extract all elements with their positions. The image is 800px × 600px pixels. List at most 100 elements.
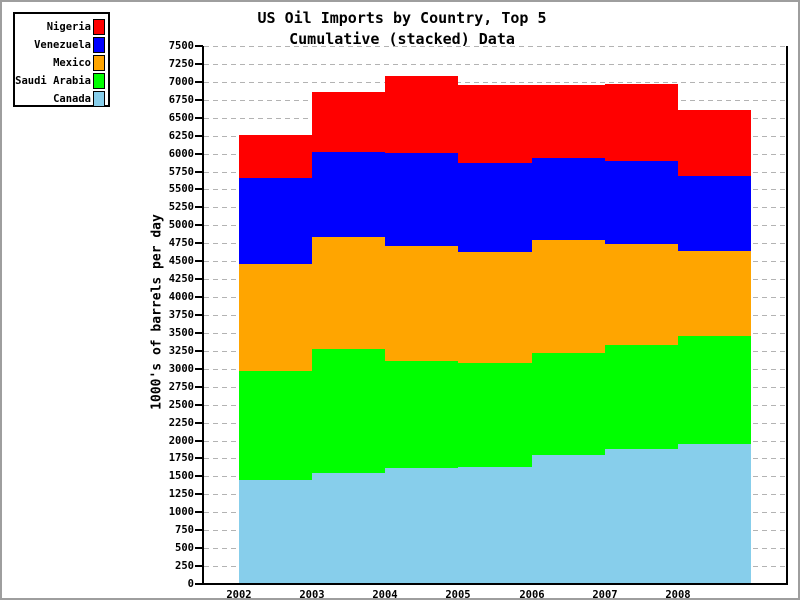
area-segment-mexico-2002 (239, 264, 312, 371)
y-tick-mark-1000 (195, 511, 203, 513)
y-tick-label-1250: 1250 (168, 488, 194, 500)
area-segment-canada-2007 (605, 449, 678, 584)
y-tick-label-6250: 6250 (168, 130, 194, 142)
x-tick-label-2005: 2005 (445, 589, 471, 600)
area-segment-canada-2002 (239, 480, 312, 584)
y-tick-label-0: 0 (187, 578, 194, 590)
y-tick-mark-4750 (195, 242, 203, 244)
area-segment-saudi-arabia-2007 (605, 345, 678, 449)
x-tick-label-2004: 2004 (372, 589, 398, 600)
x-axis-line (202, 583, 788, 585)
legend-swatch-saudi-arabia (93, 73, 105, 89)
y-tick-label-7500: 7500 (168, 40, 194, 52)
y-tick-mark-2750 (195, 386, 203, 388)
y-tick-label-750: 750 (175, 524, 194, 536)
y-tick-mark-7000 (195, 81, 203, 83)
y-tick-mark-5750 (195, 171, 203, 173)
y-tick-mark-2500 (195, 404, 203, 406)
area-segment-venezuela-2003 (312, 152, 385, 237)
area-segment-mexico-2006 (532, 240, 605, 353)
y-tick-mark-4250 (195, 278, 203, 280)
legend: Nigeria Venezuela Mexico Saudi Arabia Canada (13, 12, 110, 107)
legend-swatch-mexico (93, 55, 105, 71)
y-tick-label-7250: 7250 (168, 58, 194, 70)
y-tick-mark-6000 (195, 153, 203, 155)
area-segment-nigeria-2003 (312, 92, 385, 152)
y-tick-label-1000: 1000 (168, 506, 194, 518)
y-tick-label-2500: 2500 (168, 399, 194, 411)
area-segment-nigeria-2007 (605, 84, 678, 161)
legend-item-label: Saudi Arabia (15, 75, 91, 87)
y-tick-mark-5500 (195, 188, 203, 190)
y-tick-mark-750 (195, 529, 203, 531)
y-gridline-7000 (204, 82, 786, 83)
x-tick-label-2003: 2003 (299, 589, 325, 600)
y-tick-mark-6750 (195, 99, 203, 101)
area-segment-venezuela-2008 (678, 176, 751, 251)
y-tick-mark-6500 (195, 117, 203, 119)
y-tick-mark-1750 (195, 457, 203, 459)
legend-item-label: Mexico (53, 57, 91, 69)
y-tick-label-3000: 3000 (168, 363, 194, 375)
legend-swatch-canada (93, 91, 105, 107)
area-segment-canada-2005 (458, 467, 532, 584)
area-segment-canada-2008 (678, 444, 751, 584)
y-tick-label-4750: 4750 (168, 237, 194, 249)
area-segment-nigeria-2008 (678, 110, 751, 176)
legend-item-label: Canada (53, 93, 91, 105)
y-tick-label-4250: 4250 (168, 273, 194, 285)
chart-title: US Oil Imports by Country, Top 5 Cumulat… (2, 8, 798, 50)
y-tick-label-5500: 5500 (168, 183, 194, 195)
area-segment-nigeria-2004 (385, 76, 458, 153)
y-tick-label-2000: 2000 (168, 435, 194, 447)
y-gridline-7500 (204, 46, 786, 47)
y-tick-label-1750: 1750 (168, 452, 194, 464)
y-tick-mark-3000 (195, 368, 203, 370)
y-tick-mark-2250 (195, 422, 203, 424)
area-segment-saudi-arabia-2004 (385, 361, 458, 468)
y-tick-mark-7250 (195, 63, 203, 65)
y-tick-label-6000: 6000 (168, 148, 194, 160)
legend-item-label: Venezuela (34, 39, 91, 51)
area-segment-saudi-arabia-2003 (312, 349, 385, 473)
y-tick-mark-4500 (195, 260, 203, 262)
y-tick-label-3250: 3250 (168, 345, 194, 357)
plot-right-border (786, 46, 788, 585)
y-tick-mark-1500 (195, 475, 203, 477)
area-segment-saudi-arabia-2002 (239, 371, 312, 480)
y-tick-mark-7500 (195, 45, 203, 47)
y-tick-label-5750: 5750 (168, 166, 194, 178)
y-tick-label-4000: 4000 (168, 291, 194, 303)
y-tick-label-5000: 5000 (168, 219, 194, 231)
area-segment-saudi-arabia-2005 (458, 363, 532, 467)
y-tick-mark-3750 (195, 314, 203, 316)
legend-item-canada: Canada (15, 90, 108, 108)
area-segment-venezuela-2004 (385, 153, 458, 246)
y-tick-label-6750: 6750 (168, 94, 194, 106)
y-tick-label-2250: 2250 (168, 417, 194, 429)
area-segment-mexico-2007 (605, 244, 678, 345)
y-tick-mark-0 (195, 583, 203, 585)
y-tick-mark-5250 (195, 206, 203, 208)
y-gridline-7250 (204, 64, 786, 65)
y-tick-mark-2000 (195, 440, 203, 442)
y-tick-label-3500: 3500 (168, 327, 194, 339)
chart-title-line2: Cumulative (stacked) Data (289, 30, 515, 48)
legend-item-saudi-arabia: Saudi Arabia (15, 72, 108, 90)
y-tick-label-3750: 3750 (168, 309, 194, 321)
y-tick-label-500: 500 (175, 542, 194, 554)
area-segment-canada-2006 (532, 455, 605, 584)
y-tick-mark-500 (195, 547, 203, 549)
x-tick-label-2002: 2002 (226, 589, 252, 600)
y-tick-label-6500: 6500 (168, 112, 194, 124)
area-segment-venezuela-2007 (605, 161, 678, 244)
legend-item-venezuela: Venezuela (15, 36, 108, 54)
y-tick-label-7000: 7000 (168, 76, 194, 88)
x-tick-label-2007: 2007 (592, 589, 618, 600)
x-tick-label-2008: 2008 (665, 589, 691, 600)
area-segment-saudi-arabia-2008 (678, 336, 751, 444)
legend-item-nigeria: Nigeria (15, 18, 108, 36)
area-segment-nigeria-2006 (532, 85, 605, 158)
legend-swatch-nigeria (93, 19, 105, 35)
